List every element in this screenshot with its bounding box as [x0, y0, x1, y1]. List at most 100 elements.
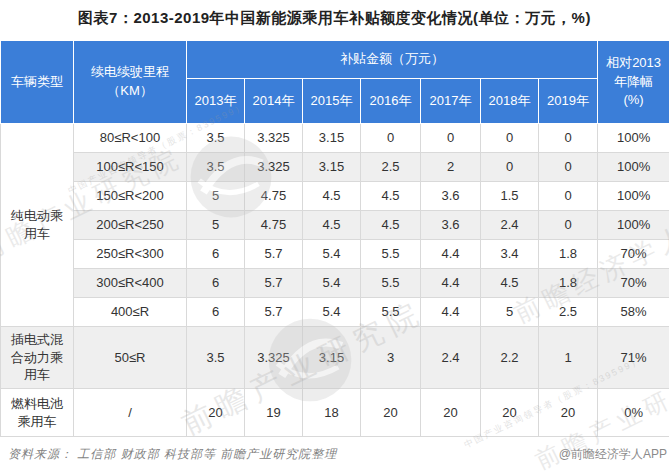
range-cell: 400≤R	[74, 298, 187, 327]
col-header-year-2018: 2018年	[481, 79, 539, 124]
range-cell: 300≤R<400	[74, 269, 187, 298]
subsidy-value-cell-2018: 5	[481, 298, 539, 327]
subsidy-value-cell-2016: 5.5	[361, 240, 421, 269]
subsidy-value-cell-2017: 3.6	[421, 211, 481, 240]
subsidy-value-cell-2019: 0	[539, 153, 598, 182]
col-header-year-2019: 2019年	[539, 79, 598, 124]
subsidy-value-cell-2016: 2.5	[361, 153, 421, 182]
subsidy-value-cell-2017: 2.4	[421, 327, 481, 389]
col-header-year-2014: 2014年	[245, 79, 303, 124]
table-row: 300≤R<40065.75.45.54.44.51.870%	[1, 269, 669, 298]
subsidy-value-cell-2018: 1.5	[481, 182, 539, 211]
col-header-decline: 相对2013年降幅 (%)	[598, 41, 669, 124]
subsidy-value-cell-2018: 2.2	[481, 327, 539, 389]
subsidy-value-cell-2014: 19	[245, 389, 303, 437]
subsidy-value-cell-2013: 3.5	[187, 327, 245, 389]
col-header-year-2017: 2017年	[421, 79, 481, 124]
range-cell: 200≤R<250	[74, 211, 187, 240]
vehicle-type-cell: 纯电动乘用车	[1, 124, 74, 327]
col-header-vehicle-type: 车辆类型	[1, 41, 74, 124]
subsidy-value-cell-2017: 3.6	[421, 182, 481, 211]
col-header-range: 续电续驶里程 （KM）	[74, 41, 187, 124]
subsidy-value-cell-2014: 3.325	[245, 327, 303, 389]
subsidy-value-cell-2017: 0	[421, 124, 481, 153]
subsidy-value-cell-2018: 0	[481, 124, 539, 153]
subsidy-value-cell-2013: 20	[187, 389, 245, 437]
subsidy-value-cell-2016: 5.5	[361, 269, 421, 298]
subsidy-value-cell-2019: 0	[539, 182, 598, 211]
table-row: 200≤R<25054.754.54.53.62.40100%	[1, 211, 669, 240]
col-header-year-2016: 2016年	[361, 79, 421, 124]
range-cell: 250≤R<300	[74, 240, 187, 269]
subsidy-value-cell-2016: 4.5	[361, 182, 421, 211]
col-header-year-2013: 2013年	[187, 79, 245, 124]
subsidy-value-cell-2017: 4.4	[421, 269, 481, 298]
subsidy-value-cell-2016: 5.5	[361, 298, 421, 327]
subsidy-value-cell-2017: 4.4	[421, 240, 481, 269]
decline-cell: 58%	[598, 298, 669, 327]
subsidy-value-cell-2013: 5	[187, 211, 245, 240]
subsidy-value-cell-2019: 1.8	[539, 240, 598, 269]
source-note: 资料来源： 工信部 财政部 科技部等 前瞻产业研究院整理	[8, 446, 337, 463]
range-cell: 150≤R<200	[74, 182, 187, 211]
header-row-top: 车辆类型 续电续驶里程 （KM） 补贴金额（万元） 相对2013年降幅 (%)	[1, 41, 669, 79]
subsidy-value-cell-2019: 20	[539, 389, 598, 437]
subsidy-value-cell-2016: 3	[361, 327, 421, 389]
subsidy-table: 车辆类型 续电续驶里程 （KM） 补贴金额（万元） 相对2013年降幅 (%) …	[0, 40, 669, 437]
decline-cell: 100%	[598, 153, 669, 182]
decline-cell: 100%	[598, 211, 669, 240]
range-cell: 100≤R<150	[74, 153, 187, 182]
vehicle-type-cell: 燃料电池乘用车	[1, 389, 74, 437]
subsidy-value-cell-2013: 5	[187, 182, 245, 211]
subsidy-value-cell-2015: 3.15	[303, 124, 361, 153]
subsidy-value-cell-2018: 0	[481, 153, 539, 182]
vehicle-type-cell: 插电式混合动力乘用车	[1, 327, 74, 389]
subsidy-value-cell-2014: 3.325	[245, 124, 303, 153]
subsidy-value-cell-2016: 4.5	[361, 211, 421, 240]
subsidy-value-cell-2017: 20	[421, 389, 481, 437]
footer: 资料来源： 工信部 财政部 科技部等 前瞻产业研究院整理 @前瞻经济学人APP	[8, 446, 667, 463]
decline-cell: 70%	[598, 240, 669, 269]
table-body: 纯电动乘用车80≤R<1003.53.3253.150000100%100≤R<…	[1, 124, 669, 437]
table-row: 纯电动乘用车80≤R<1003.53.3253.150000100%	[1, 124, 669, 153]
range-cell: 80≤R<100	[74, 124, 187, 153]
subsidy-value-cell-2019: 1.8	[539, 269, 598, 298]
subsidy-value-cell-2013: 6	[187, 269, 245, 298]
subsidy-value-cell-2014: 5.7	[245, 298, 303, 327]
subsidy-value-cell-2013: 3.5	[187, 124, 245, 153]
subsidy-value-cell-2013: 6	[187, 298, 245, 327]
subsidy-value-cell-2014: 5.7	[245, 240, 303, 269]
subsidy-value-cell-2015: 4.5	[303, 182, 361, 211]
subsidy-value-cell-2015: 4.5	[303, 211, 361, 240]
decline-cell: 0%	[598, 389, 669, 437]
subsidy-value-cell-2017: 4.4	[421, 298, 481, 327]
subsidy-value-cell-2016: 0	[361, 124, 421, 153]
table-row: 100≤R<1503.53.3253.152.5200100%	[1, 153, 669, 182]
decline-cell: 70%	[598, 269, 669, 298]
subsidy-value-cell-2019: 1	[539, 327, 598, 389]
range-cell: /	[74, 389, 187, 437]
decline-cell: 100%	[598, 124, 669, 153]
subsidy-value-cell-2014: 4.75	[245, 211, 303, 240]
subsidy-value-cell-2014: 3.325	[245, 153, 303, 182]
table-row: 400≤R65.75.45.54.452.558%	[1, 298, 669, 327]
subsidy-value-cell-2015: 3.15	[303, 327, 361, 389]
table-row: 250≤R<30065.75.45.54.43.41.870%	[1, 240, 669, 269]
subsidy-value-cell-2015: 3.15	[303, 153, 361, 182]
table-row: 燃料电池乘用车/201918202020200%	[1, 389, 669, 437]
subsidy-value-cell-2016: 20	[361, 389, 421, 437]
subsidy-value-cell-2015: 18	[303, 389, 361, 437]
subsidy-value-cell-2019: 0	[539, 124, 598, 153]
subsidy-value-cell-2018: 4.5	[481, 269, 539, 298]
subsidy-value-cell-2019: 0	[539, 211, 598, 240]
subsidy-value-cell-2015: 5.4	[303, 240, 361, 269]
col-header-year-2015: 2015年	[303, 79, 361, 124]
subsidy-value-cell-2014: 4.75	[245, 182, 303, 211]
table-row: 150≤R<20054.754.54.53.61.50100%	[1, 182, 669, 211]
col-header-subsidy-group: 补贴金额（万元）	[187, 41, 598, 79]
subsidy-value-cell-2017: 2	[421, 153, 481, 182]
subsidy-value-cell-2013: 3.5	[187, 153, 245, 182]
subsidy-value-cell-2018: 3.4	[481, 240, 539, 269]
subsidy-value-cell-2013: 6	[187, 240, 245, 269]
decline-cell: 100%	[598, 182, 669, 211]
